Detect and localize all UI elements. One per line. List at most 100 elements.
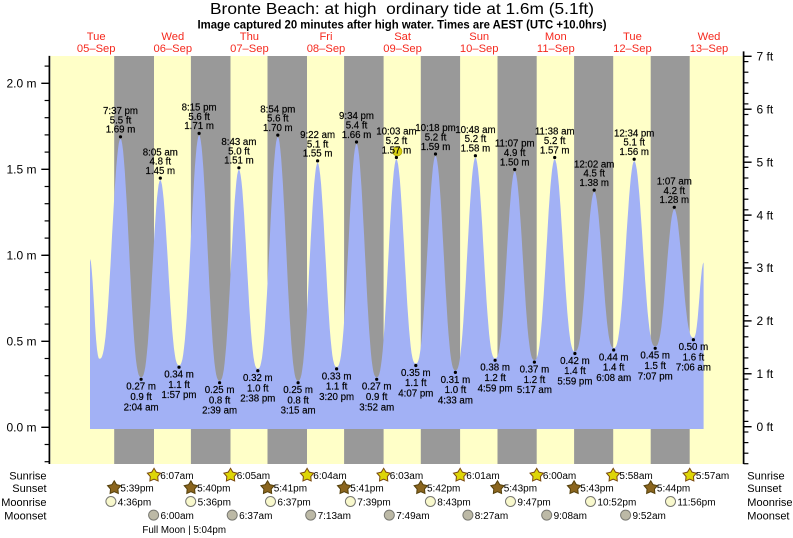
- svg-text:5:39pm: 5:39pm: [120, 484, 153, 495]
- svg-text:10–Sep: 10–Sep: [460, 43, 499, 55]
- svg-text:12:02 am: 12:02 am: [574, 159, 614, 170]
- svg-text:1.2 ft: 1.2 ft: [524, 375, 546, 386]
- svg-text:2:04 am: 2:04 am: [124, 402, 159, 413]
- svg-text:1.2 ft: 1.2 ft: [484, 373, 506, 384]
- svg-text:0.50 m: 0.50 m: [679, 342, 709, 353]
- svg-text:5:58am: 5:58am: [619, 471, 652, 482]
- svg-text:1.0 ft: 1.0 ft: [445, 385, 467, 396]
- svg-text:6:00am: 6:00am: [161, 511, 194, 522]
- svg-text:1.38 m: 1.38 m: [579, 178, 609, 189]
- svg-text:3:15 am: 3:15 am: [281, 406, 316, 417]
- svg-text:8:15 pm: 8:15 pm: [182, 103, 217, 114]
- svg-text:1.5 ft: 1.5 ft: [644, 361, 666, 372]
- svg-text:2:39 am: 2:39 am: [202, 406, 237, 417]
- svg-text:Tue: Tue: [87, 31, 106, 43]
- svg-text:6:03am: 6:03am: [390, 471, 423, 482]
- svg-text:1.57 m: 1.57 m: [540, 145, 570, 156]
- svg-text:0.38 m: 0.38 m: [480, 363, 510, 374]
- svg-text:Sunset: Sunset: [12, 483, 46, 495]
- svg-text:0.45 m: 0.45 m: [640, 351, 670, 362]
- svg-text:Wed: Wed: [698, 31, 721, 43]
- svg-text:0.31 m: 0.31 m: [441, 375, 471, 386]
- svg-text:11:56pm: 11:56pm: [677, 497, 715, 508]
- svg-text:10:52pm: 10:52pm: [597, 497, 636, 508]
- svg-text:1.4 ft: 1.4 ft: [564, 366, 586, 377]
- svg-text:1.5 m: 1.5 m: [6, 163, 36, 177]
- svg-text:0.44 m: 0.44 m: [599, 352, 629, 363]
- svg-text:06–Sep: 06–Sep: [154, 43, 193, 55]
- svg-text:6:37pm: 6:37pm: [277, 497, 310, 508]
- svg-text:0.9 ft: 0.9 ft: [366, 392, 388, 403]
- svg-text:13–Sep: 13–Sep: [690, 43, 729, 55]
- svg-text:08–Sep: 08–Sep: [307, 43, 346, 55]
- svg-text:5.4 ft: 5.4 ft: [346, 121, 368, 132]
- svg-text:0.35 m: 0.35 m: [401, 368, 431, 379]
- svg-text:1.0 ft: 1.0 ft: [247, 383, 269, 394]
- svg-text:6:05am: 6:05am: [237, 471, 270, 482]
- svg-text:11–Sep: 11–Sep: [537, 43, 575, 55]
- svg-text:Moonset: Moonset: [4, 510, 46, 522]
- svg-text:2 ft: 2 ft: [757, 314, 774, 328]
- svg-text:5.2 ft: 5.2 ft: [544, 136, 566, 147]
- svg-text:Moonrise: Moonrise: [1, 497, 46, 509]
- svg-text:5.1 ft: 5.1 ft: [307, 139, 329, 150]
- svg-text:10:03 am: 10:03 am: [376, 127, 416, 138]
- svg-text:5.2 ft: 5.2 ft: [425, 133, 447, 144]
- svg-text:5:57am: 5:57am: [696, 471, 729, 482]
- svg-text:4:36pm: 4:36pm: [118, 497, 151, 508]
- svg-text:Mon: Mon: [545, 31, 567, 43]
- svg-text:Thu: Thu: [240, 31, 259, 43]
- svg-text:4.9 ft: 4.9 ft: [504, 148, 526, 159]
- svg-text:0.5 m: 0.5 m: [6, 335, 36, 349]
- svg-text:5:36pm: 5:36pm: [198, 497, 231, 508]
- svg-text:3 ft: 3 ft: [757, 261, 774, 275]
- svg-text:1.50 m: 1.50 m: [500, 157, 530, 168]
- svg-text:6:00am: 6:00am: [543, 471, 576, 482]
- svg-text:4:33 am: 4:33 am: [438, 395, 473, 406]
- svg-text:10:48 am: 10:48 am: [455, 125, 495, 136]
- svg-text:7:49am: 7:49am: [396, 511, 429, 522]
- svg-text:7:06 am: 7:06 am: [676, 363, 711, 374]
- svg-text:1.58 m: 1.58 m: [461, 144, 491, 155]
- svg-text:5.1 ft: 5.1 ft: [623, 138, 645, 149]
- svg-text:10:18 pm: 10:18 pm: [415, 123, 455, 134]
- svg-text:09–Sep: 09–Sep: [383, 43, 422, 55]
- svg-text:0.34 m: 0.34 m: [164, 370, 194, 381]
- svg-text:0 ft: 0 ft: [757, 420, 774, 434]
- svg-text:5:44pm: 5:44pm: [657, 484, 690, 495]
- svg-text:4.8 ft: 4.8 ft: [150, 157, 172, 168]
- svg-text:9:08am: 9:08am: [554, 511, 587, 522]
- svg-text:0.32 m: 0.32 m: [243, 373, 273, 384]
- svg-text:2.0 m: 2.0 m: [6, 77, 36, 91]
- svg-text:0.33 m: 0.33 m: [322, 371, 352, 382]
- svg-text:4:07 pm: 4:07 pm: [398, 389, 433, 400]
- svg-text:1.28 m: 1.28 m: [659, 195, 689, 206]
- svg-text:9:52am: 9:52am: [633, 511, 666, 522]
- svg-text:1.6 ft: 1.6 ft: [683, 352, 705, 363]
- svg-text:9:22 am: 9:22 am: [300, 130, 335, 141]
- svg-text:6 ft: 6 ft: [757, 102, 774, 116]
- svg-text:5:43pm: 5:43pm: [580, 484, 613, 495]
- svg-text:12:34 pm: 12:34 pm: [614, 128, 654, 139]
- svg-text:3:20 pm: 3:20 pm: [319, 392, 354, 403]
- svg-text:1.1 ft: 1.1 ft: [326, 382, 348, 393]
- svg-text:5.2 ft: 5.2 ft: [386, 136, 408, 147]
- svg-text:5:41pm: 5:41pm: [350, 484, 383, 495]
- svg-text:1.1 ft: 1.1 ft: [168, 380, 190, 391]
- svg-text:1.51 m: 1.51 m: [224, 156, 254, 167]
- svg-text:3:52 am: 3:52 am: [359, 402, 394, 413]
- svg-text:Bronte Beach: at high ordinar: Bronte Beach: at high ordinary tide at 1…: [210, 1, 594, 18]
- svg-text:1.0 m: 1.0 m: [6, 249, 36, 263]
- svg-text:5:40pm: 5:40pm: [197, 484, 230, 495]
- svg-text:Moonrise: Moonrise: [747, 497, 792, 509]
- svg-text:5.2 ft: 5.2 ft: [465, 134, 487, 145]
- svg-text:5.5 ft: 5.5 ft: [110, 115, 132, 126]
- svg-text:07–Sep: 07–Sep: [230, 43, 269, 55]
- svg-text:1.56 m: 1.56 m: [619, 147, 649, 158]
- svg-text:5:43pm: 5:43pm: [504, 484, 537, 495]
- svg-text:1:57 pm: 1:57 pm: [161, 390, 196, 401]
- svg-text:7 ft: 7 ft: [757, 50, 774, 64]
- svg-text:Image captured 20 minutes afte: Image captured 20 minutes after high wat…: [198, 17, 607, 31]
- svg-text:5.0 ft: 5.0 ft: [228, 146, 250, 157]
- svg-text:1.57 m: 1.57 m: [382, 145, 412, 156]
